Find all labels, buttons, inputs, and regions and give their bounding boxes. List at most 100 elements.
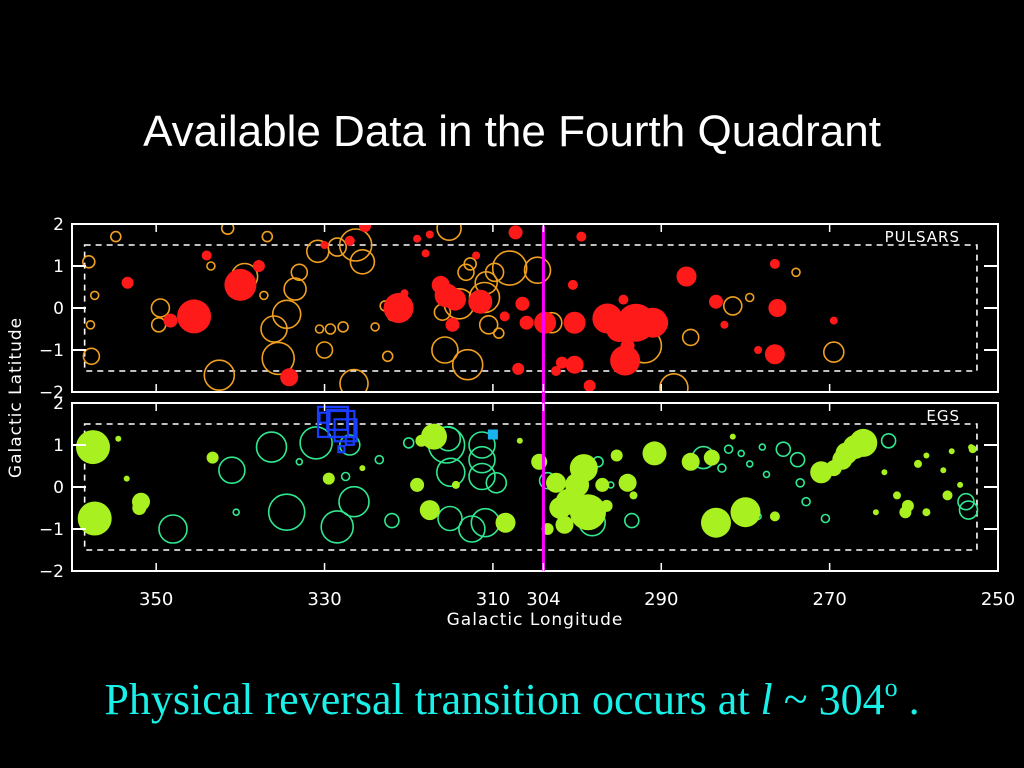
marker-filled: [425, 230, 434, 239]
marker-open: [458, 515, 486, 543]
markers-egs: [76, 405, 979, 544]
marker-open: [259, 290, 269, 301]
caption-suffix: .: [897, 675, 920, 724]
marker-filled: [445, 317, 460, 332]
marker-open: [659, 373, 689, 392]
marker-open: [957, 492, 975, 511]
marker-open: [485, 471, 508, 494]
marker-filled: [515, 296, 530, 311]
marker-filled: [569, 454, 598, 483]
panel-frame: [71, 223, 999, 393]
marker-filled: [359, 465, 366, 472]
marker-filled: [618, 294, 629, 305]
y-tick-label: −1: [39, 520, 64, 540]
marker-filled: [163, 313, 178, 328]
x-tick-label: 270: [812, 589, 846, 610]
marker-open: [402, 437, 415, 449]
marker-filled: [400, 289, 409, 298]
marker-filled: [764, 344, 785, 365]
marker-open: [255, 431, 288, 463]
y-tick-label: −2: [39, 562, 64, 582]
marker-open: [762, 470, 771, 479]
marker-filled: [709, 294, 723, 309]
marker-filled: [115, 435, 122, 442]
marker-open: [261, 230, 274, 243]
marker-filled: [413, 234, 422, 243]
marker-filled: [940, 467, 947, 474]
y-tick-label: 0: [53, 299, 64, 319]
marker-open: [758, 443, 767, 451]
marker-open: [523, 256, 552, 285]
marker-square: [318, 411, 331, 424]
marker-open: [349, 248, 376, 275]
marker-open: [338, 228, 373, 262]
marker-open: [232, 508, 240, 517]
marker-filled: [555, 356, 568, 369]
marker-filled: [595, 477, 610, 492]
marker-open: [89, 290, 100, 301]
marker-filled: [957, 481, 964, 488]
marker-open: [314, 324, 325, 334]
marker-filled: [534, 311, 557, 334]
marker-open: [338, 434, 361, 456]
marker-filled: [849, 428, 878, 457]
marker-filled: [872, 509, 879, 516]
marker-open: [370, 322, 380, 332]
marker-filled: [132, 492, 150, 511]
marker-open: [271, 299, 302, 330]
x-tick-label: 330: [307, 589, 341, 610]
marker-open: [492, 327, 505, 339]
y-axis-label: Galactic Latitude: [6, 317, 26, 478]
marker-open: [681, 328, 700, 347]
marker-filled: [421, 423, 447, 450]
marker-filled: [201, 250, 212, 261]
marker-filled: [610, 345, 641, 376]
marker-open: [327, 237, 348, 257]
marker-open: [737, 449, 746, 458]
marker-filled: [948, 448, 955, 455]
marker-filled: [177, 299, 212, 334]
marker-open: [820, 513, 831, 524]
marker-filled: [546, 472, 566, 493]
marker-open: [290, 263, 309, 282]
marker-open: [220, 224, 235, 235]
survey-region: [83, 423, 978, 551]
marker-filled: [516, 437, 523, 444]
marker-filled: [681, 452, 700, 471]
marker-filled: [512, 362, 525, 375]
x-tick-label: 304: [526, 589, 560, 610]
marker-filled: [444, 288, 466, 311]
marker-filled: [901, 499, 914, 512]
marker-filled: [495, 512, 516, 533]
marker-filled: [620, 338, 635, 353]
marker-open: [457, 263, 475, 282]
marker-filled: [121, 276, 134, 289]
marker-open: [339, 368, 369, 392]
marker-filled: [344, 235, 355, 246]
marker-open: [717, 463, 727, 473]
marker-square: [327, 409, 356, 439]
caption-variable: l: [760, 675, 773, 724]
marker-open: [206, 261, 216, 271]
marker-open: [267, 493, 306, 532]
marker-filled: [320, 241, 329, 249]
marker-open: [82, 254, 96, 269]
marker-filled: [922, 508, 931, 517]
marker-filled: [224, 268, 257, 301]
marker-filled: [77, 501, 112, 536]
marker-open: [158, 514, 188, 544]
marker-filled: [410, 477, 425, 492]
marker-open: [283, 277, 307, 301]
marker-open: [880, 433, 897, 449]
marker-open: [801, 496, 811, 507]
marker-filled: [359, 224, 371, 233]
marker-filled: [468, 289, 493, 314]
marker-filled: [618, 473, 637, 492]
marker-open: [463, 257, 478, 271]
marker-open: [436, 224, 462, 241]
marker-filled: [701, 507, 731, 538]
x-axis-label: Galactic Longitude: [447, 610, 624, 630]
page-title: Available Data in the Fourth Quadrant: [143, 107, 881, 156]
marker-filled: [419, 500, 440, 521]
marker-filled: [499, 311, 510, 322]
